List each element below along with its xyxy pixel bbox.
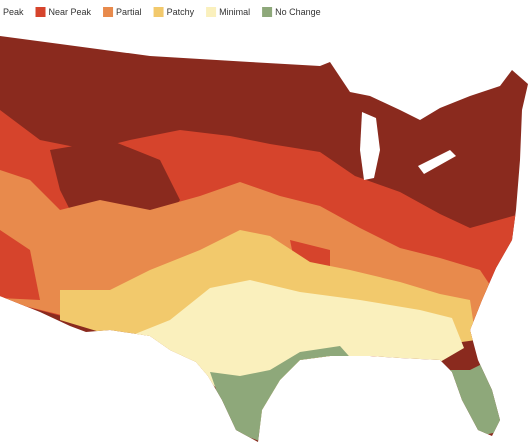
- region-no-change: [448, 364, 506, 436]
- lake-michigan: [360, 112, 380, 180]
- legend-label: No Change: [275, 7, 321, 17]
- legend-swatch: [206, 7, 217, 17]
- legend-label: Partial: [116, 7, 142, 17]
- legend-label: Patchy: [167, 7, 195, 17]
- legend-label: Near Peak: [49, 7, 92, 17]
- legend-swatch: [153, 7, 164, 17]
- legend-swatch: [35, 7, 46, 17]
- legend-label: Minimal: [219, 7, 250, 17]
- legend-swatch: [103, 7, 114, 17]
- region-near-peak: [0, 230, 40, 300]
- lake-erie: [418, 150, 456, 174]
- regions: [0, 36, 528, 442]
- legend-label: Peak: [3, 7, 24, 17]
- legend: Peak Near Peak Partial Patchy Minimal No Chan…: [3, 7, 321, 17]
- legend-swatch: [262, 7, 273, 17]
